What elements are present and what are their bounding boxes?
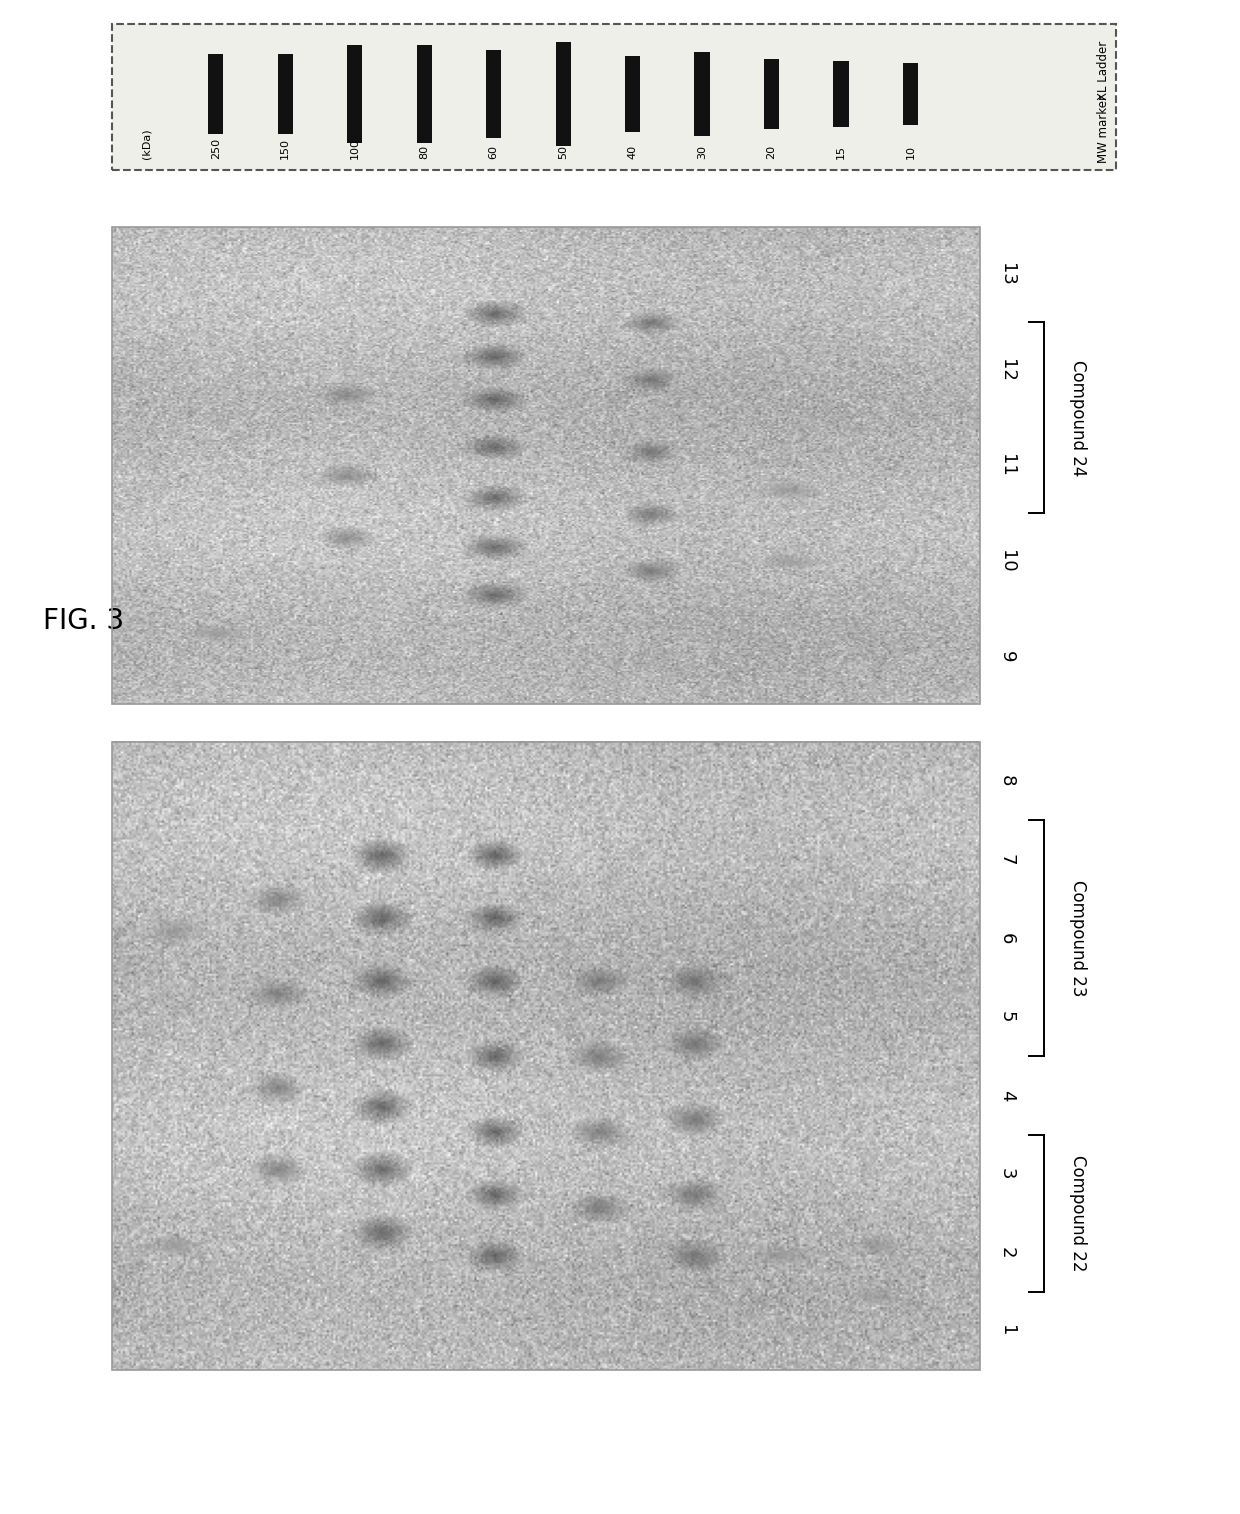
Bar — [278, 55, 293, 133]
Text: 9: 9 — [998, 651, 1016, 662]
Text: 3: 3 — [998, 1169, 1016, 1179]
Text: MW marker: MW marker — [1097, 95, 1110, 164]
Bar — [417, 44, 432, 144]
Bar — [833, 61, 848, 127]
Text: 12: 12 — [998, 359, 1016, 382]
Text: 10: 10 — [905, 145, 915, 159]
Text: 20: 20 — [766, 145, 776, 159]
Text: XL Ladder: XL Ladder — [1097, 41, 1110, 100]
Bar — [112, 227, 980, 704]
Text: Compound 22: Compound 22 — [1069, 1155, 1087, 1272]
Text: 6: 6 — [998, 933, 1016, 943]
Text: 5: 5 — [998, 1011, 1016, 1022]
Text: 60: 60 — [489, 145, 498, 159]
Text: 11: 11 — [998, 454, 1016, 477]
Text: 8: 8 — [998, 775, 1016, 787]
Text: 150: 150 — [280, 138, 290, 159]
Bar — [208, 55, 223, 133]
Bar — [625, 56, 640, 132]
Bar — [112, 742, 980, 1370]
Text: Compound 23: Compound 23 — [1069, 880, 1087, 996]
Text: 4: 4 — [998, 1090, 1016, 1101]
Text: FIG. 3: FIG. 3 — [43, 607, 124, 634]
Text: 100: 100 — [350, 138, 360, 159]
Text: 30: 30 — [697, 145, 707, 159]
Text: 13: 13 — [998, 263, 1016, 286]
Text: 15: 15 — [836, 145, 846, 159]
Text: 1: 1 — [998, 1325, 1016, 1337]
Bar — [486, 50, 501, 138]
Text: 10: 10 — [998, 550, 1016, 572]
Text: 80: 80 — [419, 145, 429, 159]
Text: 2: 2 — [998, 1246, 1016, 1258]
Bar — [694, 51, 709, 136]
Text: (kDa): (kDa) — [141, 129, 151, 159]
Text: 50: 50 — [558, 145, 568, 159]
Text: 7: 7 — [998, 854, 1016, 866]
Text: 40: 40 — [627, 145, 637, 159]
Text: Compound 24: Compound 24 — [1069, 360, 1087, 475]
Bar — [764, 59, 779, 129]
Text: 250: 250 — [211, 138, 221, 159]
Bar — [556, 42, 570, 147]
Bar — [347, 44, 362, 144]
Bar — [903, 64, 918, 124]
Bar — [112, 24, 1116, 170]
